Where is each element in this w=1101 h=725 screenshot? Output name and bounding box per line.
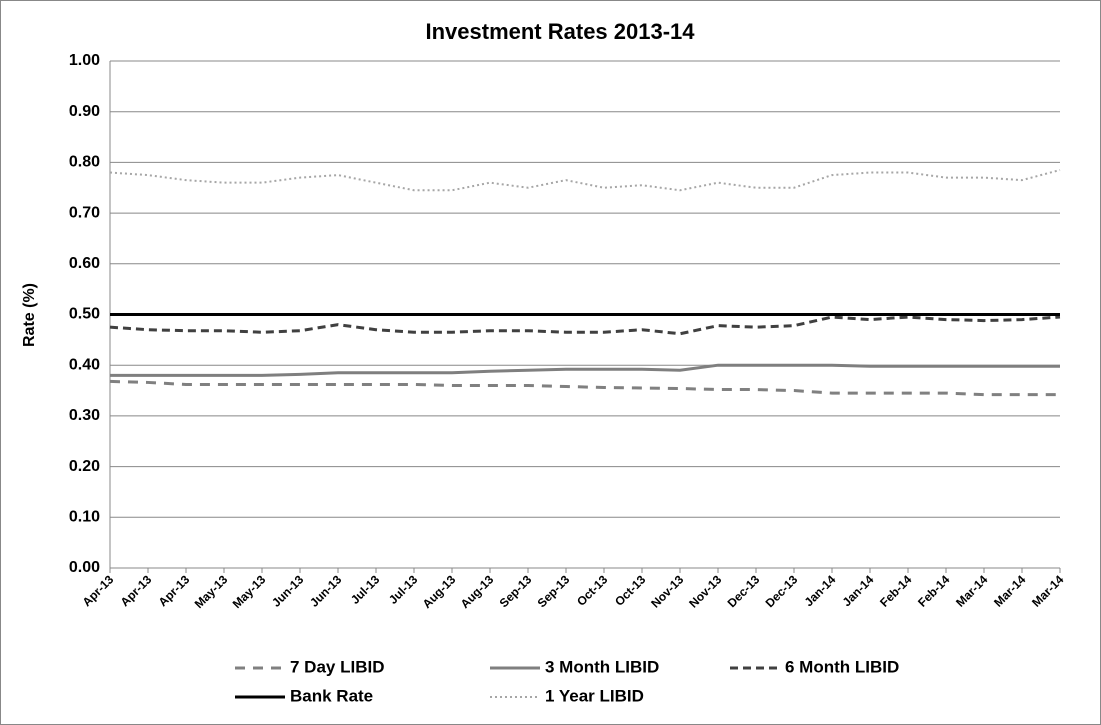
legend-label: 7 Day LIBID: [290, 657, 384, 676]
y-tick-label: 0.90: [69, 103, 100, 120]
series-line: [109, 315, 1061, 336]
legend-label: 1 Year LIBID: [545, 686, 644, 705]
y-tick-label: 0.70: [69, 204, 100, 221]
legend-label: 3 Month LIBID: [545, 657, 659, 676]
series-line: [109, 169, 1061, 192]
y-tick-label: 0.00: [69, 559, 100, 576]
legend-label: Bank Rate: [290, 686, 373, 705]
y-tick-label: 0.60: [69, 255, 100, 272]
y-axis-label: Rate (%): [21, 283, 38, 347]
y-tick-label: 0.10: [69, 509, 100, 526]
y-tick-label: 0.20: [69, 458, 100, 475]
chart-title: Investment Rates 2013-14: [425, 19, 695, 44]
y-tick-label: 0.30: [69, 407, 100, 424]
series-line: [109, 379, 1060, 397]
y-tick-label: 0.80: [69, 154, 100, 171]
series-line: [110, 363, 1060, 377]
y-tick-label: 0.50: [69, 306, 100, 323]
y-tick-label: 0.40: [69, 356, 100, 373]
legend-label: 6 Month LIBID: [785, 657, 899, 676]
y-tick-label: 1.00: [69, 52, 100, 69]
